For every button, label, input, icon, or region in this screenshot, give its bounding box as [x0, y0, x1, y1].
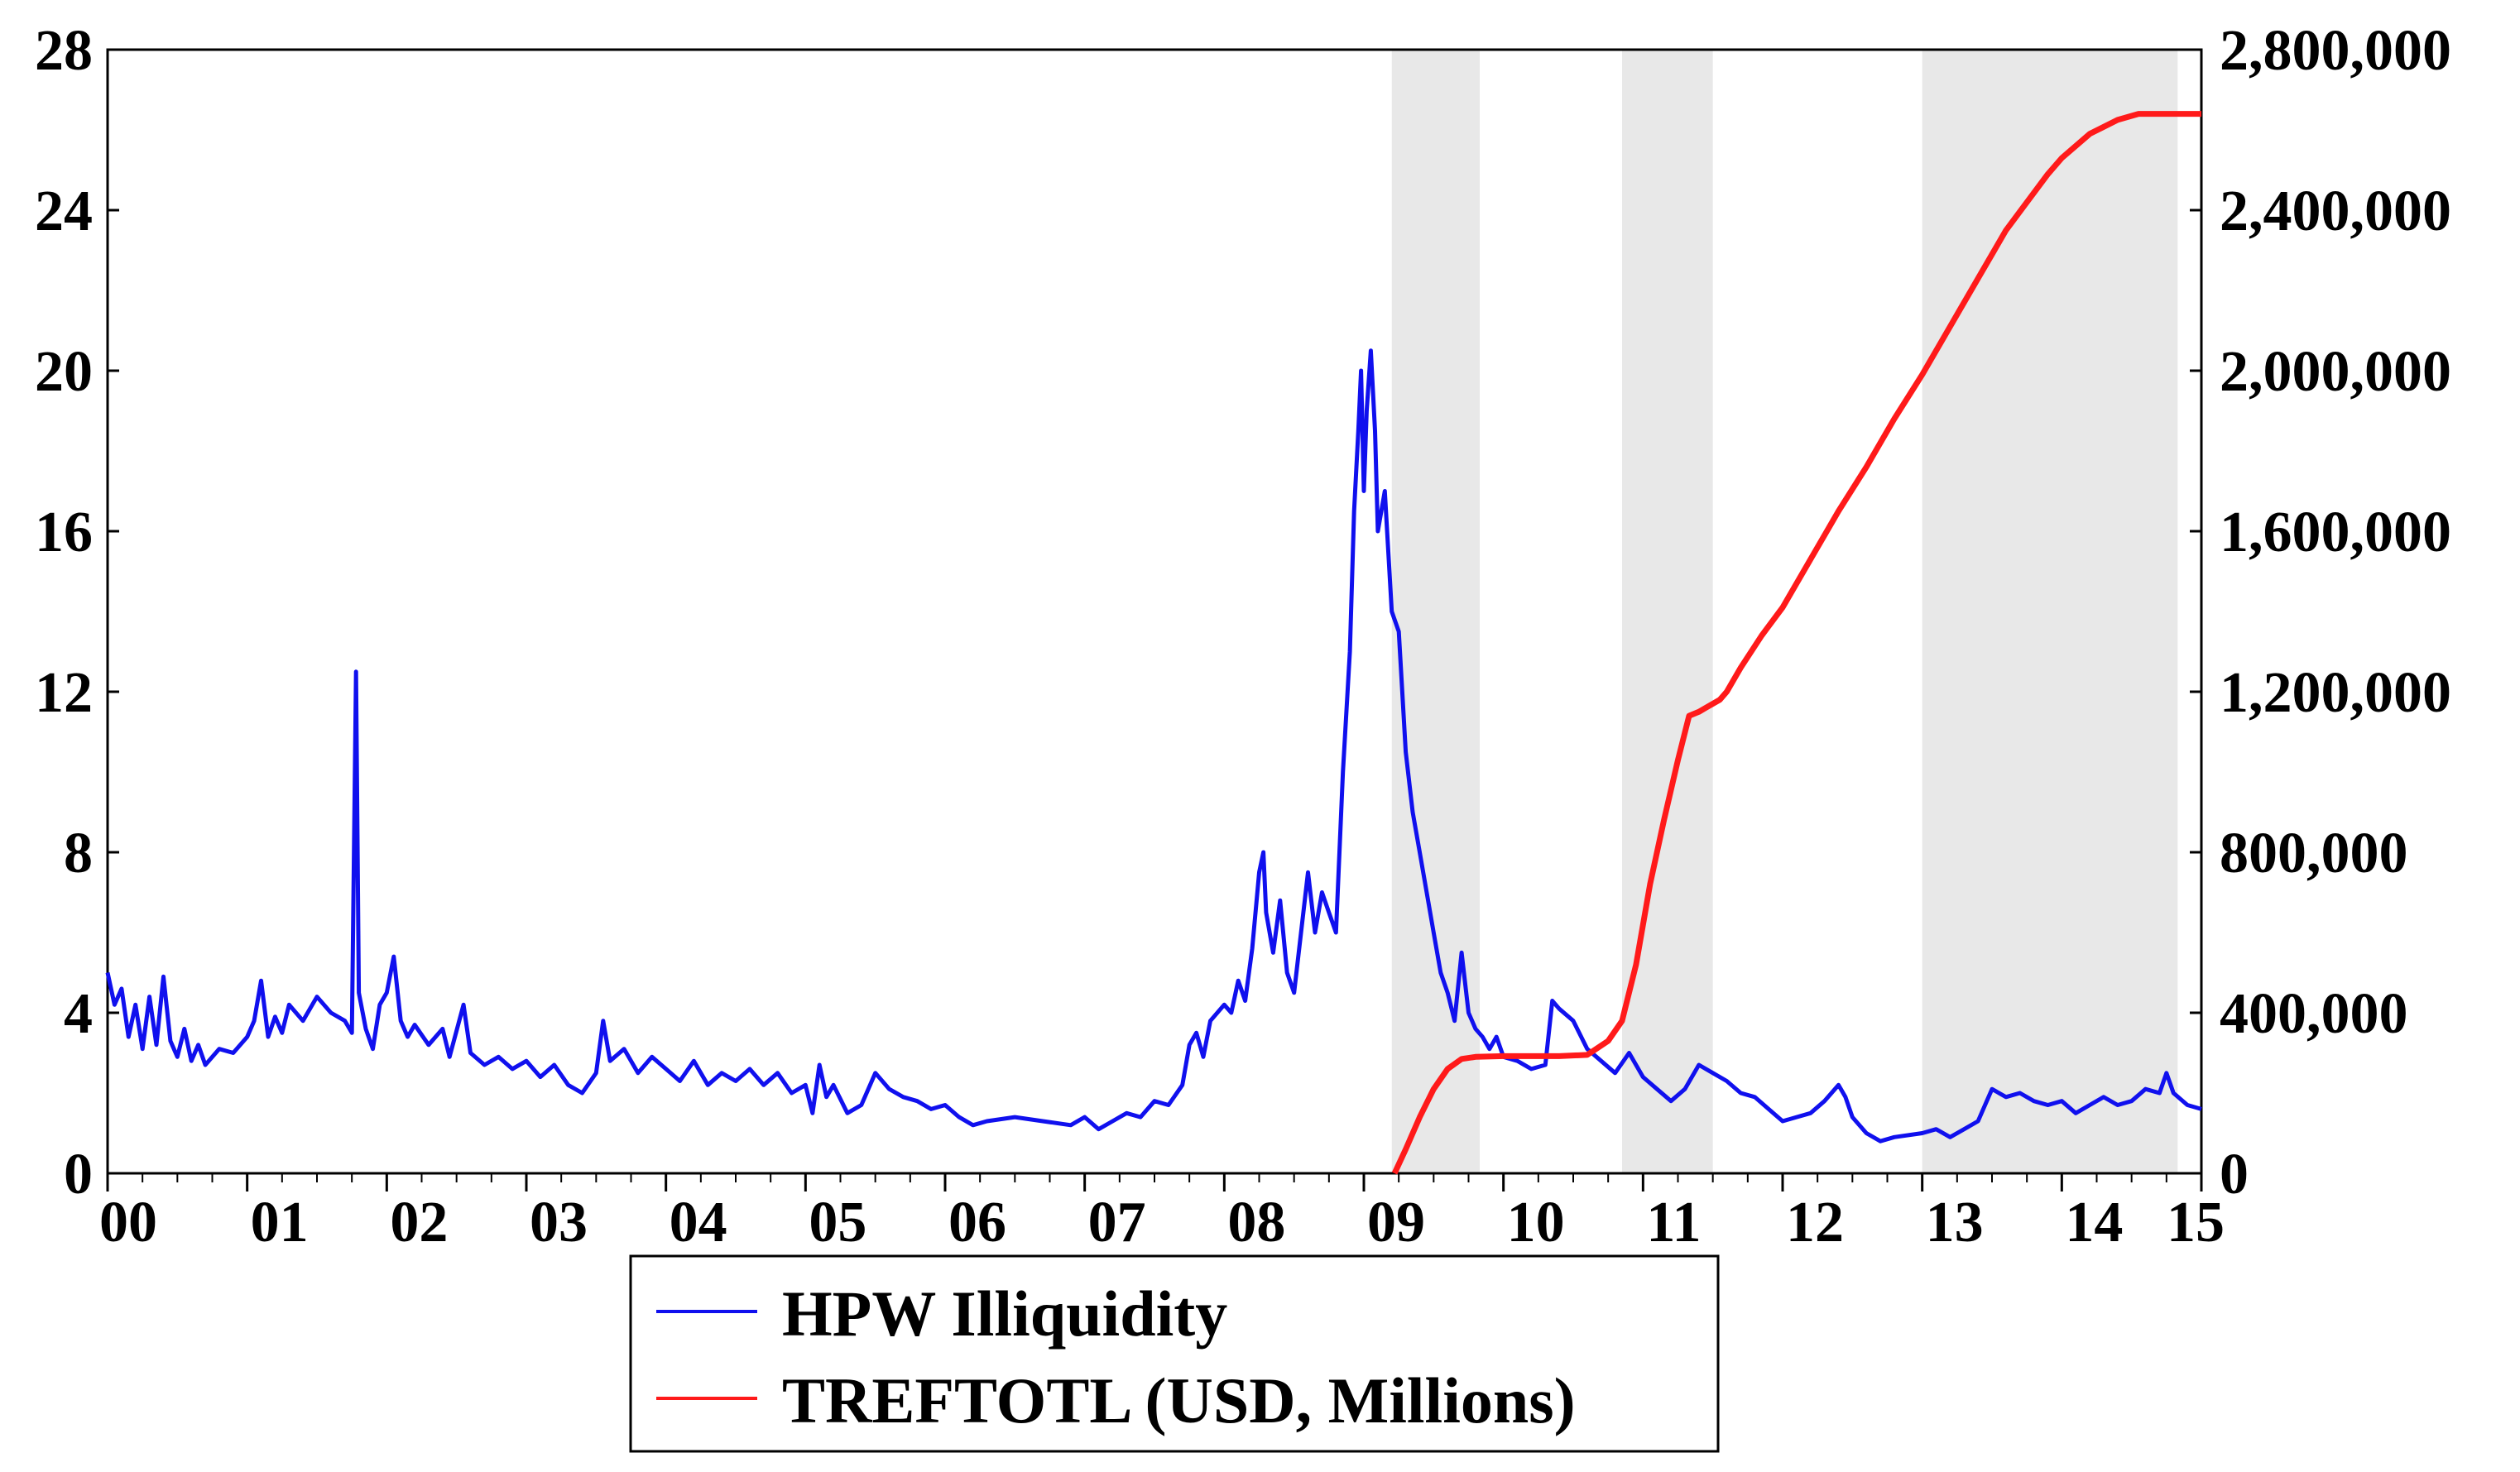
x-tick-label: 09: [1367, 1191, 1425, 1254]
legend: HPW Illiquidity TREFTOTL (USD, Millions): [629, 1254, 1720, 1453]
x-axis: 00 01 02 03 04 05 06 07 08 09 10 11 12 13 14 15: [99, 1173, 2225, 1254]
right-axis: 0 400,000 800,000 1,200,000 1,600,000 2,000,0…: [2190, 19, 2451, 1206]
shaded-period-1: [1622, 50, 1713, 1173]
left-tick-label: 20: [35, 340, 93, 404]
right-tick-label: 2,800,000: [2220, 19, 2451, 83]
right-tick-label: 0: [2220, 1143, 2249, 1206]
left-axis: 0 4 8 12 16 20 24 28: [35, 19, 119, 1206]
x-tick-label: 04: [670, 1191, 727, 1254]
right-tick-label: 800,000: [2220, 822, 2408, 885]
legend-label-treftotl: TREFTOTL (USD, Millions): [782, 1364, 1576, 1436]
x-tick-label: 13: [1926, 1191, 1984, 1254]
left-tick-label: 16: [35, 501, 93, 564]
series-line-treftotl: [1391, 111, 2201, 1175]
series-layer: [105, 111, 2202, 1175]
left-tick-label: 4: [64, 982, 93, 1046]
right-tick-label: 1,600,000: [2220, 501, 2451, 564]
legend-box: [629, 1254, 1720, 1453]
left-tick-label: 0: [64, 1143, 93, 1206]
shaded-period-2: [1922, 50, 2178, 1173]
x-tick-label: 03: [530, 1191, 588, 1254]
x-tick-label: 15: [2167, 1191, 2225, 1254]
x-tick-label: 14: [2065, 1191, 2123, 1254]
x-tick-label: 05: [809, 1191, 866, 1254]
x-tick-label: 08: [1227, 1191, 1285, 1254]
x-tick-label: 01: [251, 1191, 309, 1254]
shaded-periods: [1391, 50, 2178, 1173]
left-tick-label: 28: [35, 19, 93, 83]
x-tick-label: 02: [390, 1191, 448, 1254]
right-tick-label: 400,000: [2220, 982, 2408, 1046]
left-tick-label: 12: [35, 661, 93, 725]
x-tick-label: 10: [1507, 1191, 1565, 1254]
left-tick-label: 24: [35, 180, 93, 243]
right-tick-label: 2,000,000: [2220, 340, 2451, 404]
series-line-hpw-illiquidity: [105, 348, 2202, 1144]
x-tick-label: 06: [948, 1191, 1006, 1254]
right-tick-label: 2,400,000: [2220, 180, 2451, 243]
x-tick-label: 12: [1786, 1191, 1844, 1254]
x-tick-label: 00: [99, 1191, 157, 1254]
legend-label-hpw-illiquidity: HPW Illiquidity: [782, 1278, 1227, 1350]
right-tick-label: 1,200,000: [2220, 661, 2451, 725]
x-tick-label: 11: [1646, 1191, 1701, 1254]
left-tick-label: 8: [64, 822, 93, 885]
x-tick-label: 07: [1088, 1191, 1146, 1254]
